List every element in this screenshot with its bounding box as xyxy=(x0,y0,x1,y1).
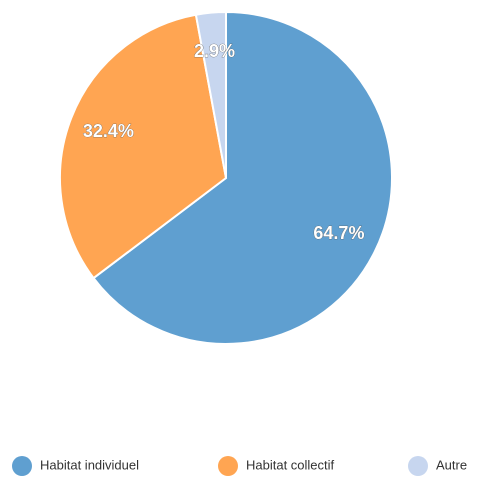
legend-label: Habitat individuel xyxy=(40,457,139,472)
data-label: 64.7% xyxy=(313,223,364,243)
legend-marker xyxy=(12,456,32,476)
pie-slice xyxy=(194,10,227,179)
legend-label: Autre xyxy=(436,457,467,472)
data-label: 2.9% xyxy=(194,41,235,61)
legend-marker xyxy=(218,456,238,476)
pie-slice xyxy=(92,10,393,345)
data-label: 32.4% xyxy=(83,121,134,141)
legend-marker xyxy=(408,456,428,476)
pie-slice xyxy=(59,13,228,280)
legend-label: Habitat collectif xyxy=(246,457,335,472)
